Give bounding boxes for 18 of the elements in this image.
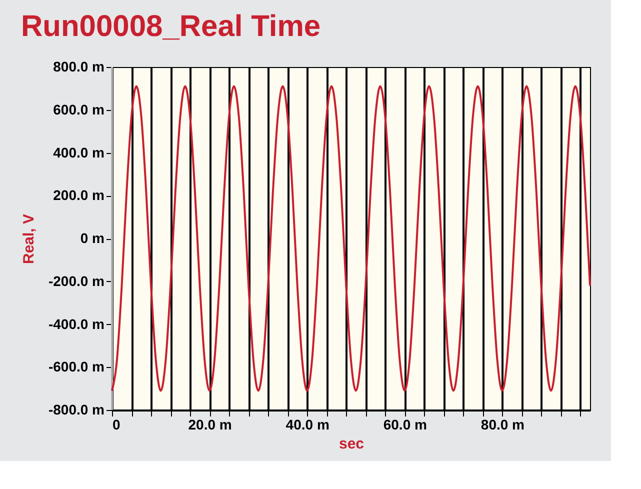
y-tick-label: -800.0 m	[48, 402, 104, 418]
x-tick-label: 20.0 m	[188, 416, 232, 432]
y-tick-label: 200.0 m	[53, 187, 104, 204]
x-axis-title: sec	[338, 436, 364, 452]
y-tick-label: 400.0 m	[53, 144, 104, 160]
line-series	[111, 85, 591, 392]
y-tick-label: 0 m	[80, 230, 104, 246]
y-tick-label: 600.0 m	[53, 101, 104, 118]
y-tick-label: 800.0 m	[53, 58, 104, 74]
y-tick-label: -400.0 m	[48, 316, 104, 332]
y-tick-label: -200.0 m	[48, 272, 104, 289]
y-axis-title: Real, V	[20, 214, 38, 264]
y-tick-label: -600.0 m	[48, 358, 104, 375]
x-tick-label: 0	[112, 416, 120, 432]
x-tick-label: 60.0 m	[383, 416, 427, 432]
chart-title: Run00008_Real Time	[20, 10, 321, 43]
x-tick-label: 80.0 m	[480, 416, 524, 432]
x-tick-label: 40.0 m	[286, 416, 330, 432]
